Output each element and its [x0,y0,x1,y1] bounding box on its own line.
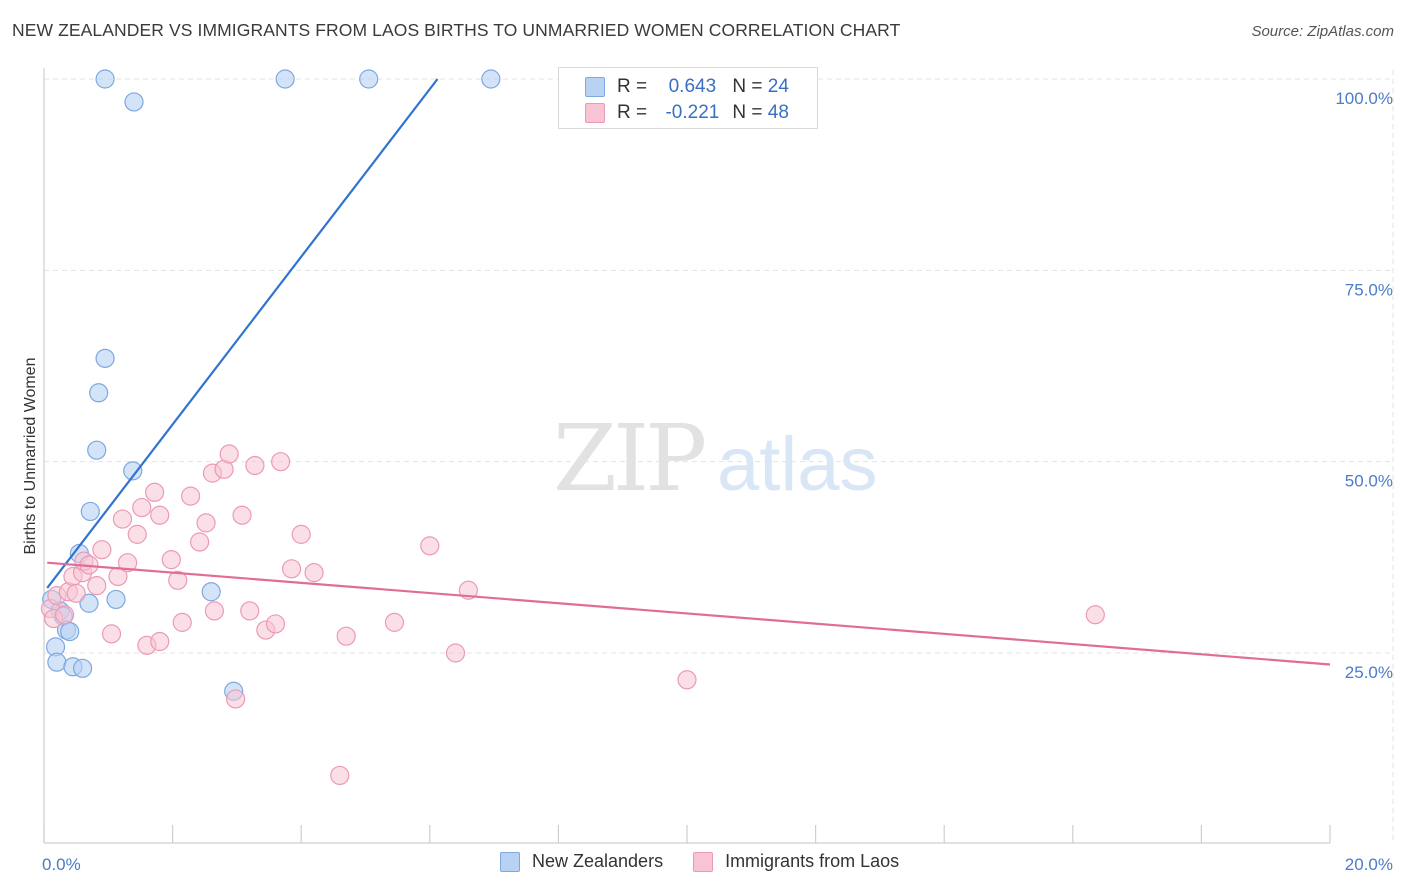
data-point-immigrants-from-laos [677,670,697,690]
legend-label-new-zealanders: New Zealanders [532,851,664,871]
data-point-immigrants-from-laos [304,563,324,583]
trendline-immigrants-from-laos [47,561,1331,666]
y-tick-label: 75.0% [1345,280,1393,299]
data-point-immigrants-from-laos [330,765,350,786]
series-legend: New Zealanders Immigrants from Laos [500,851,929,872]
watermark-zip: ZIP [553,405,704,512]
grid-layer [44,70,1394,843]
legend-r-label: R = [617,76,648,97]
legend-n-label: N = [732,102,763,123]
legend-n-value: 48 [767,102,789,123]
data-point-immigrants-from-laos [127,524,147,544]
legend-n-label: N = [732,76,763,97]
data-point-new-zealanders [47,652,67,672]
data-point-immigrants-from-laos [181,486,201,506]
y-tick-label: 50.0% [1345,472,1393,491]
series-immigrants-from-laos [40,444,1105,786]
x-tick-label: 20.0% [1345,855,1393,874]
legend-row-new-zealanders: R = 0.643 N = 24 [585,75,789,99]
data-point-immigrants-from-laos [150,505,170,525]
data-point-immigrants-from-laos [420,536,440,556]
y-tick-label: 100.0% [1335,89,1393,108]
data-point-immigrants-from-laos [1085,605,1105,625]
data-point-immigrants-from-laos [232,505,252,525]
source-label: Source: ZipAtlas.com [1251,23,1394,40]
data-point-immigrants-from-laos [204,601,224,621]
data-point-new-zealanders [124,92,144,112]
data-point-immigrants-from-laos [219,444,239,464]
data-point-immigrants-from-laos [281,559,302,579]
data-point-new-zealanders [95,348,115,368]
data-point-immigrants-from-laos [117,553,138,573]
data-point-new-zealanders [72,658,93,678]
data-point-new-zealanders [89,383,109,403]
y-tick-label: 25.0% [1345,663,1393,682]
legend-label-immigrants-from-laos: Immigrants from Laos [725,851,900,871]
y-axis-label: Births to Unmarried Women [22,357,39,554]
data-point-new-zealanders [275,69,295,89]
data-point-immigrants-from-laos [172,612,192,632]
data-point-immigrants-from-laos [336,626,356,646]
legend-item-new-zealanders: New Zealanders [500,851,663,872]
data-point-immigrants-from-laos [54,605,75,625]
data-point-immigrants-from-laos [66,583,86,603]
x-tick-label: 0.0% [42,855,81,874]
watermark-atlas: atlas [717,422,878,507]
series-new-zealanders [42,69,501,701]
data-point-new-zealanders [123,461,143,481]
data-point-new-zealanders [87,440,107,460]
data-point-immigrants-from-laos [168,570,188,590]
data-point-immigrants-from-laos [150,631,170,652]
data-point-new-zealanders [201,582,221,602]
legend-swatch-pink [693,851,714,872]
legend-row-immigrants-from-laos: R = -0.221 N = 48 [585,101,789,125]
data-point-immigrants-from-laos [196,513,216,533]
data-point-immigrants-from-laos [92,540,112,560]
data-point-new-zealanders [80,501,100,522]
watermark: ZIP atlas [553,405,878,512]
legend-r-value: -0.221 [665,102,720,123]
data-point-immigrants-from-laos [384,612,405,632]
data-point-new-zealanders [60,621,80,642]
legend-r-label: R = [617,102,648,123]
data-point-new-zealanders [481,69,501,89]
data-point-immigrants-from-laos [245,455,265,476]
legend-n-value: 24 [767,76,789,97]
data-point-new-zealanders [95,69,115,89]
axes-layer: 25.0% 50.0% 75.0% 100.0% 0.0% 20.0% [42,68,1393,874]
data-point-immigrants-from-laos [132,497,152,518]
data-point-immigrants-from-laos [226,689,246,709]
data-point-immigrants-from-laos [87,576,107,596]
data-point-immigrants-from-laos [101,624,122,644]
legend-swatch-pink [585,103,605,123]
correlation-legend: R = 0.643 N = 24 R = -0.221 N = 48 [558,67,818,129]
data-point-new-zealanders [106,589,126,610]
legend-item-immigrants-from-laos: Immigrants from Laos [693,851,899,872]
trendlines [46,78,1331,666]
trendline-new-zealanders [46,78,439,589]
data-point-immigrants-from-laos [112,509,133,529]
data-point-immigrants-from-laos [144,482,165,502]
data-point-new-zealanders [79,593,99,613]
data-point-new-zealanders [359,69,379,89]
data-point-immigrants-from-laos [265,614,286,634]
data-point-immigrants-from-laos [271,452,291,472]
legend-r-value: 0.643 [668,76,717,97]
legend-swatch-blue [585,77,605,97]
chart-title: NEW ZEALANDER VS IMMIGRANTS FROM LAOS BI… [12,20,901,40]
data-point-immigrants-from-laos [445,643,466,663]
data-point-immigrants-from-laos [161,550,181,570]
legend-swatch-blue [500,851,520,872]
data-point-immigrants-from-laos [190,532,210,552]
data-point-immigrants-from-laos [291,524,311,544]
data-point-immigrants-from-laos [240,601,260,621]
